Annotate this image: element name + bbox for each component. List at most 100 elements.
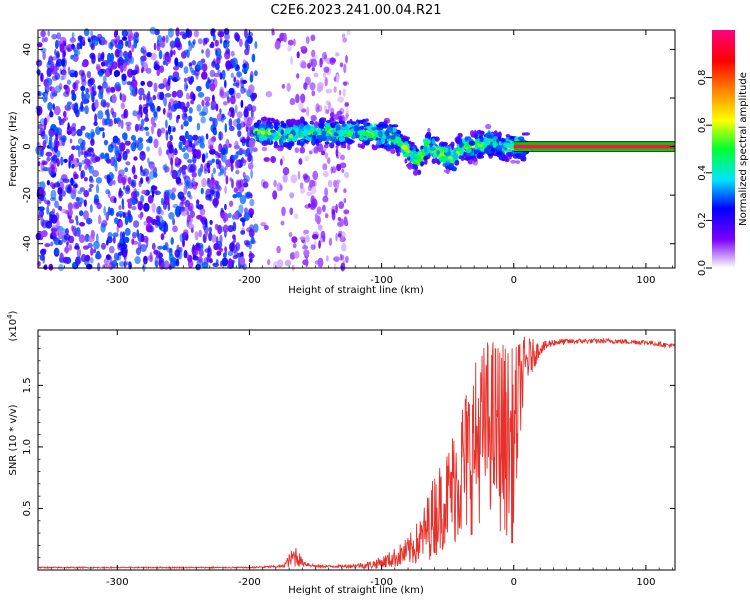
heatmap-cell xyxy=(476,129,482,134)
heatmap-cell xyxy=(385,147,391,152)
heatmap-cell xyxy=(303,139,309,143)
heatmap-cell xyxy=(58,132,63,141)
heatmap-cell xyxy=(423,145,427,153)
heatmap-cell xyxy=(121,36,128,41)
heatmap-cell xyxy=(312,131,318,136)
heatmap-cell xyxy=(51,33,58,40)
heatmap-cell xyxy=(68,244,73,251)
heatmap-cell xyxy=(81,98,89,105)
heatmap-cell xyxy=(35,59,43,67)
heatmap-cell xyxy=(80,142,85,149)
heatmap-cell xyxy=(240,138,247,143)
heatmap-cell xyxy=(201,49,204,54)
heatmap-cell xyxy=(337,221,344,228)
heatmap-cell xyxy=(244,39,249,50)
heatmap-cell xyxy=(89,52,96,60)
heatmap-cell xyxy=(209,219,213,225)
heatmap-cell xyxy=(131,179,137,188)
heatmap-cell xyxy=(105,85,112,95)
heatmap-cell xyxy=(344,102,350,107)
heatmap-cell xyxy=(90,128,95,139)
heatmap-cell xyxy=(322,204,326,212)
heatmap-cell xyxy=(196,104,202,112)
heatmap-cell xyxy=(131,44,135,53)
heatmap-cell xyxy=(154,256,158,266)
heatmap-cell xyxy=(153,112,158,121)
heatmap-cell xyxy=(120,119,124,129)
heatmap-cell xyxy=(162,107,166,115)
heatmap-cell xyxy=(106,158,111,164)
heatmap-cell xyxy=(171,187,177,193)
heatmap-cell xyxy=(522,150,527,157)
heatmap-cell xyxy=(201,99,205,107)
heatmap-cell xyxy=(344,126,350,131)
heatmap-cell xyxy=(80,85,86,92)
heatmap-cell xyxy=(192,93,196,101)
heatmap-cell xyxy=(210,41,215,48)
heatmap-cell xyxy=(236,71,243,78)
heatmap-cell xyxy=(113,252,120,261)
heatmap-cell xyxy=(174,40,182,48)
heatmap-cell xyxy=(84,235,88,243)
heatmap-cell xyxy=(316,206,322,215)
heatmap-cell xyxy=(157,35,163,43)
heatmap-cell xyxy=(304,204,311,209)
heatmap-cell xyxy=(83,190,90,198)
heatmap-cell xyxy=(137,201,143,211)
heatmap-cell xyxy=(239,38,243,47)
heatmap-cell xyxy=(87,147,94,153)
heatmap-cell xyxy=(232,194,238,199)
heatmap-cell xyxy=(56,150,61,158)
heatmap-cell xyxy=(42,51,46,60)
heatmap-cell xyxy=(125,161,131,166)
heatmap-cell xyxy=(58,230,63,240)
heatmap-cell xyxy=(38,197,42,205)
heatmap-cell xyxy=(288,232,293,238)
heatmap-cell xyxy=(169,50,174,58)
heatmap-cell xyxy=(346,29,351,36)
heatmap-cell xyxy=(254,70,258,77)
heatmap-cell xyxy=(447,156,453,160)
heatmap-cell xyxy=(53,105,61,116)
heatmap-cell xyxy=(79,40,83,50)
heatmap-cell xyxy=(196,199,200,205)
heatmap-cell xyxy=(220,165,225,174)
heatmap-cell xyxy=(463,157,471,161)
heatmap-cell xyxy=(128,33,135,38)
heatmap-cell xyxy=(351,135,356,140)
heatmap-x-tick-label: 0 xyxy=(511,275,517,286)
heatmap-cell xyxy=(45,93,48,98)
heatmap-cell xyxy=(498,141,502,146)
heatmap-cell xyxy=(299,146,306,154)
heatmap-cell xyxy=(170,164,174,174)
heatmap-cell xyxy=(326,255,329,262)
heatmap-cell xyxy=(273,261,279,270)
heatmap-cell xyxy=(318,122,325,129)
heatmap-cell xyxy=(179,195,186,202)
heatmap-cell xyxy=(504,157,510,163)
heatmap-cell xyxy=(260,117,267,122)
heatmap-cell xyxy=(234,140,239,149)
heatmap-cell xyxy=(143,49,148,57)
heatmap-cell xyxy=(407,163,413,170)
heatmap-cell xyxy=(243,175,250,183)
heatmap-cell xyxy=(87,165,92,170)
heatmap-cell xyxy=(140,118,145,127)
heatmap-cell xyxy=(106,52,112,63)
heatmap-cell xyxy=(109,86,116,93)
heatmap-cell xyxy=(218,172,222,177)
heatmap-cell xyxy=(199,242,204,249)
heatmap-cell xyxy=(330,166,333,175)
heatmap-cell xyxy=(88,187,92,192)
heatmap-cell xyxy=(229,242,235,252)
heatmap-cell xyxy=(174,249,181,258)
heatmap-cell xyxy=(208,79,211,84)
heatmap-cell xyxy=(331,213,335,219)
heatmap-cell xyxy=(343,197,347,204)
heatmap-cell xyxy=(124,57,128,63)
heatmap-cell xyxy=(323,66,330,73)
heatmap-cell xyxy=(189,163,196,172)
heatmap-cell xyxy=(103,257,110,265)
heatmap-cell xyxy=(376,124,383,128)
colorbar-gradient xyxy=(712,30,735,268)
